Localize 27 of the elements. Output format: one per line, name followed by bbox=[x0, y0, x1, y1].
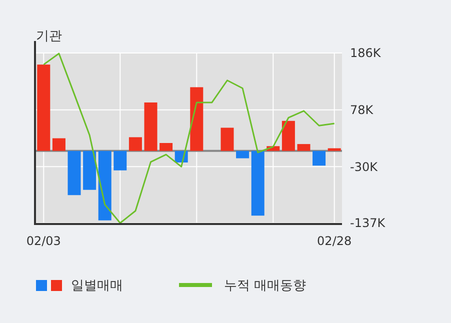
bar bbox=[282, 120, 295, 151]
y-tick-label: -30K bbox=[350, 160, 379, 174]
bar bbox=[236, 150, 250, 158]
bar bbox=[83, 150, 96, 190]
legend-label: 일별매매 bbox=[71, 278, 123, 294]
y-tick-label: 186K bbox=[350, 46, 382, 60]
bar bbox=[190, 87, 204, 151]
line-series bbox=[42, 52, 336, 224]
bar bbox=[328, 148, 341, 151]
x-tick-label: 02/03 bbox=[26, 234, 61, 248]
y-tick-label: -137K bbox=[350, 216, 386, 230]
bar bbox=[128, 137, 142, 151]
bar bbox=[160, 143, 173, 151]
bar bbox=[68, 150, 81, 196]
bar bbox=[114, 150, 127, 170]
bar bbox=[251, 150, 264, 216]
bar bbox=[220, 128, 234, 151]
bar bbox=[297, 144, 310, 151]
legend-label: 누적 매매동향 bbox=[224, 278, 306, 294]
chart-title: 기관 bbox=[36, 29, 62, 44]
bar bbox=[312, 150, 326, 166]
bar bbox=[37, 64, 50, 151]
bar bbox=[144, 102, 158, 151]
y-tick-label: 78K bbox=[350, 103, 374, 118]
x-tick-label: 02/28 bbox=[317, 234, 352, 248]
bar bbox=[98, 150, 112, 220]
bar bbox=[52, 138, 66, 151]
